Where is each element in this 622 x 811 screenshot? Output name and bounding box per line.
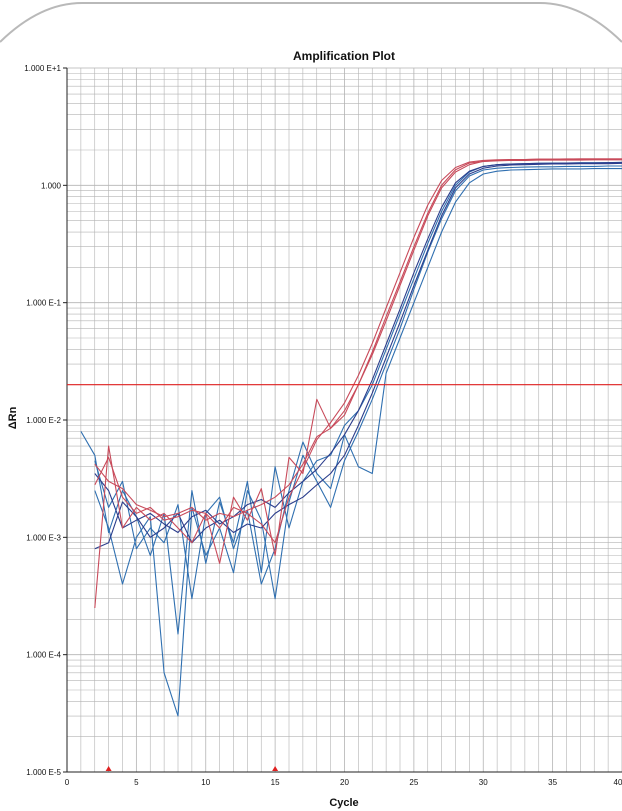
y-tick-labels: 1.000 E-5 1.000 E-4 1.000 E-3 1.000 E-2 1.00… xyxy=(24,64,61,777)
x-tick-label: 15 xyxy=(271,778,280,787)
x-tick-labels: 0 5 10 15 20 25 30 35 40 xyxy=(65,778,622,787)
x-tick-label: 25 xyxy=(409,778,418,787)
series-lines xyxy=(80,158,622,717)
series-line-4 xyxy=(94,162,622,550)
x-tick-label: 35 xyxy=(548,778,557,787)
baseline-marker xyxy=(105,766,112,771)
x-tick-label: 5 xyxy=(134,778,139,787)
y-tick-label: 1.000 xyxy=(41,181,62,190)
x-tick-label: 40 xyxy=(614,778,622,787)
y-tick-label: 1.000 E-3 xyxy=(26,533,61,542)
baseline-marker xyxy=(272,766,279,771)
chart-title: Amplification Plot xyxy=(293,49,395,63)
x-tick-label: 0 xyxy=(65,778,70,787)
x-tick-label: 20 xyxy=(340,778,349,787)
y-axis-label: ΔRn xyxy=(7,406,19,429)
x-tick-label: 30 xyxy=(479,778,488,787)
baseline-markers xyxy=(105,766,279,771)
y-tick-label: 1.000 E-1 xyxy=(26,299,61,308)
series-line-2 xyxy=(94,165,622,717)
x-tick-label: 10 xyxy=(201,778,210,787)
y-tick-label: 1.000 E-5 xyxy=(26,768,61,777)
x-axis-label: Cycle xyxy=(329,797,358,809)
series-line-7 xyxy=(94,158,622,544)
axes xyxy=(63,67,622,773)
y-tick-label: 1.000 E-2 xyxy=(26,416,61,425)
frame-top-curve xyxy=(0,1,622,43)
y-tick-label: 1.000 E+1 xyxy=(24,64,61,73)
grid-lines xyxy=(66,67,622,773)
series-line-3 xyxy=(94,168,622,600)
series-line-5 xyxy=(94,162,622,534)
y-tick-label: 1.000 E-4 xyxy=(26,651,61,660)
